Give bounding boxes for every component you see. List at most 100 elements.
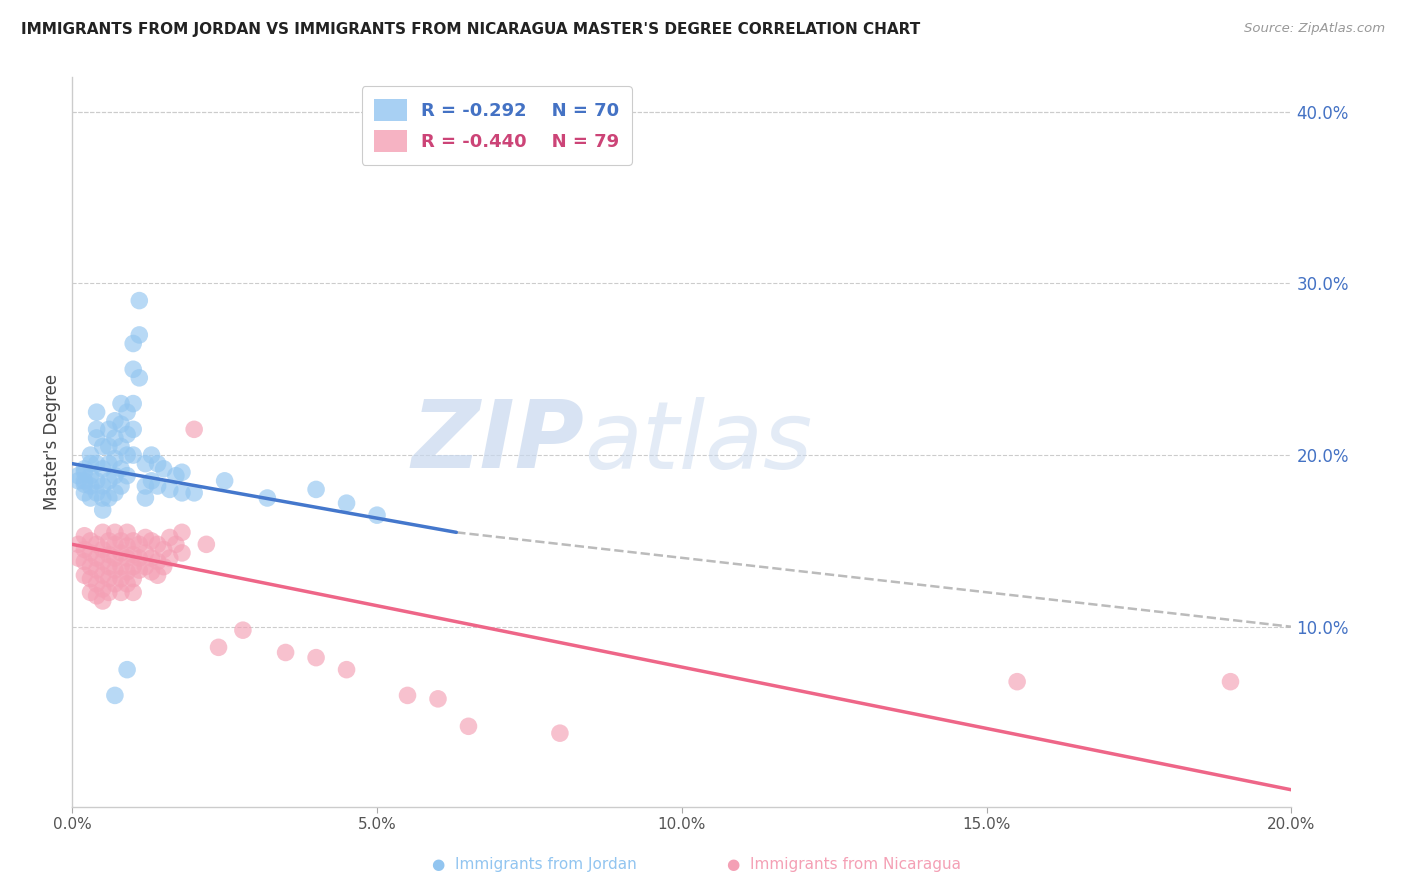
Point <box>427 691 450 706</box>
Point <box>134 559 156 574</box>
Point <box>122 533 145 548</box>
Point <box>91 479 114 493</box>
Point <box>146 479 169 493</box>
Point <box>366 508 388 523</box>
Point <box>97 585 120 599</box>
Point <box>183 486 205 500</box>
Point <box>146 457 169 471</box>
Point <box>110 396 132 410</box>
Point <box>115 468 138 483</box>
Point <box>104 577 127 591</box>
Point <box>104 486 127 500</box>
Point <box>128 293 150 308</box>
Point <box>104 551 127 566</box>
Point <box>115 427 138 442</box>
Point <box>141 448 163 462</box>
Point <box>141 551 163 566</box>
Point <box>86 474 108 488</box>
Point <box>97 422 120 436</box>
Point <box>115 577 138 591</box>
Point <box>335 663 357 677</box>
Point <box>79 546 101 560</box>
Text: IMMIGRANTS FROM JORDAN VS IMMIGRANTS FROM NICARAGUA MASTER'S DEGREE CORRELATION : IMMIGRANTS FROM JORDAN VS IMMIGRANTS FRO… <box>21 22 921 37</box>
Point <box>122 585 145 599</box>
Point <box>110 462 132 476</box>
Point <box>104 537 127 551</box>
Point <box>122 396 145 410</box>
Point <box>207 640 229 655</box>
Point <box>305 483 328 497</box>
Point <box>91 503 114 517</box>
Point <box>97 548 120 562</box>
Point <box>115 539 138 553</box>
Point <box>396 689 419 703</box>
Point <box>104 431 127 445</box>
Point <box>122 362 145 376</box>
Point <box>73 542 96 557</box>
Point <box>67 537 90 551</box>
Point <box>86 551 108 566</box>
Point <box>91 594 114 608</box>
Point <box>457 719 479 733</box>
Point <box>170 525 193 540</box>
Point <box>134 457 156 471</box>
Point <box>67 551 90 566</box>
Point <box>128 551 150 566</box>
Point <box>122 448 145 462</box>
Point <box>104 525 127 540</box>
Text: ●  Immigrants from Jordan: ● Immigrants from Jordan <box>432 857 637 872</box>
Point <box>91 440 114 454</box>
Point <box>104 563 127 577</box>
Point <box>115 405 138 419</box>
Point <box>86 577 108 591</box>
Point <box>79 491 101 505</box>
Point <box>91 568 114 582</box>
Point <box>110 546 132 560</box>
Point <box>170 486 193 500</box>
Point <box>79 457 101 471</box>
Point <box>79 572 101 586</box>
Point <box>159 551 181 566</box>
Point <box>134 479 156 493</box>
Point <box>115 663 138 677</box>
Point <box>86 431 108 445</box>
Point <box>146 537 169 551</box>
Point <box>152 559 174 574</box>
Point <box>73 529 96 543</box>
Point <box>115 525 138 540</box>
Point <box>122 548 145 562</box>
Point <box>152 542 174 557</box>
Point <box>128 563 150 577</box>
Point <box>274 645 297 659</box>
Point <box>152 462 174 476</box>
Point <box>141 533 163 548</box>
Text: ZIP: ZIP <box>412 396 585 488</box>
Point <box>159 483 181 497</box>
Point <box>86 422 108 436</box>
Point <box>91 542 114 557</box>
Point <box>256 491 278 505</box>
Point <box>548 726 571 740</box>
Point <box>128 537 150 551</box>
Point <box>73 465 96 479</box>
Point <box>73 486 96 500</box>
Point <box>170 465 193 479</box>
Point <box>115 551 138 566</box>
Point <box>195 537 218 551</box>
Point <box>91 554 114 568</box>
Point <box>67 474 90 488</box>
Point <box>165 468 187 483</box>
Point <box>165 537 187 551</box>
Point <box>110 572 132 586</box>
Point <box>79 533 101 548</box>
Point <box>1219 674 1241 689</box>
Point <box>128 371 150 385</box>
Point <box>97 474 120 488</box>
Point <box>110 417 132 432</box>
Point <box>73 462 96 476</box>
Point <box>91 525 114 540</box>
Point <box>122 572 145 586</box>
Point <box>79 585 101 599</box>
Point <box>170 546 193 560</box>
Point <box>1005 674 1028 689</box>
